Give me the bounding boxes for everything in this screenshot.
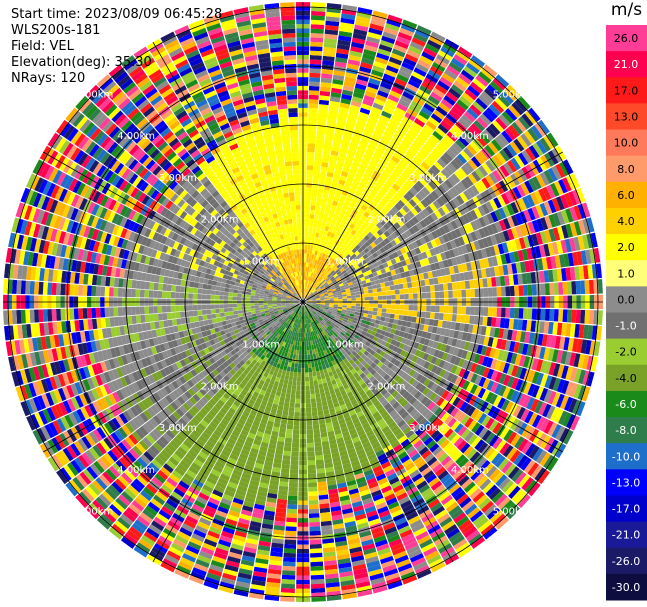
colorbar-tick-label: -8.0 bbox=[615, 424, 636, 437]
colorbar-swatch bbox=[606, 443, 647, 470]
range-ring-label: 2.00km bbox=[201, 381, 239, 392]
nrays-text: NRays: 120 bbox=[11, 71, 86, 86]
colorbar-tick-label: -21.0 bbox=[612, 529, 640, 542]
colorbar-tick-label: -10.0 bbox=[612, 450, 640, 463]
range-ring-label: 2.00km bbox=[201, 215, 239, 226]
range-ring-label: 3.00km bbox=[409, 423, 447, 434]
colorbar-swatch bbox=[606, 390, 647, 418]
colorbar-tick-label: 13.0 bbox=[614, 110, 639, 123]
colorbar-swatch bbox=[606, 77, 647, 104]
range-ring-label: 4.00km bbox=[451, 465, 489, 476]
colorbar-swatch bbox=[606, 25, 647, 52]
instrument-text: WLS200s-181 bbox=[11, 23, 101, 38]
range-ring-label: 5.00km bbox=[75, 507, 113, 518]
colorbar-swatch bbox=[606, 495, 647, 523]
range-ring-label: 1.00km bbox=[242, 340, 280, 351]
colorbar-tick-label: -30.0 bbox=[612, 581, 640, 594]
range-ring-label: 3.00km bbox=[159, 173, 197, 184]
range-ring-label: 2.00km bbox=[368, 381, 406, 392]
range-ring-label: 1.00km bbox=[242, 256, 280, 267]
colorbar-swatch bbox=[606, 312, 647, 340]
colorbar-swatch bbox=[606, 286, 647, 313]
colorbar-tick-label: 21.0 bbox=[614, 58, 639, 71]
colorbar-swatch bbox=[606, 181, 647, 209]
colorbar-swatch bbox=[606, 417, 647, 444]
colorbar-tick-label: -6.0 bbox=[615, 398, 636, 411]
range-ring-label: 4.00km bbox=[117, 465, 155, 476]
colorbar-swatch bbox=[606, 51, 647, 78]
range-ring-label: 5.00km bbox=[493, 89, 531, 100]
colorbar-tick-label: 1.0 bbox=[617, 267, 635, 280]
colorbar-tick-label: 0.0 bbox=[617, 293, 635, 306]
colorbar-swatch bbox=[606, 573, 647, 601]
colorbar-unit: m/s bbox=[610, 0, 643, 20]
range-ring-label: 1.00km bbox=[326, 340, 364, 351]
colorbar-swatch bbox=[606, 547, 647, 575]
colorbar-swatch bbox=[606, 129, 647, 157]
colorbar-tick-label: 8.0 bbox=[617, 163, 635, 176]
range-ring-label: 1.00km bbox=[326, 256, 364, 267]
colorbar-swatch bbox=[606, 469, 647, 496]
colorbar-tick-label: 17.0 bbox=[614, 84, 639, 97]
colorbar-tick-label: 10.0 bbox=[614, 137, 639, 150]
colorbar-tick-label: 26.0 bbox=[614, 32, 639, 45]
colorbar-tick-label: 6.0 bbox=[617, 189, 635, 202]
colorbar-swatch bbox=[606, 521, 647, 549]
colorbar-swatch bbox=[606, 234, 647, 261]
colorbar-swatch bbox=[606, 260, 647, 287]
colorbar-tick-label: 4.0 bbox=[617, 215, 635, 228]
colorbar-swatch bbox=[606, 207, 647, 235]
range-ring-label: 3.00km bbox=[409, 173, 447, 184]
start-time-text: Start time: 2023/08/09 06:45:28 bbox=[11, 7, 223, 22]
range-ring-label: 4.00km bbox=[451, 131, 489, 142]
colorbar-swatch bbox=[606, 338, 647, 366]
colorbar-tick-label: -17.0 bbox=[612, 503, 640, 516]
colorbar-tick-label: -1.0 bbox=[615, 320, 636, 333]
range-ring-label: 3.00km bbox=[159, 423, 197, 434]
ppi-plot: 1.00km 2.00km 3.00km 4.00km 5.00km 1.00km 2.00… bbox=[3, 2, 603, 602]
colorbar-tick-label: -26.0 bbox=[612, 555, 640, 568]
colorbar-swatch bbox=[606, 103, 647, 131]
colorbar-tick-label: -4.0 bbox=[615, 372, 636, 385]
colorbar: 26.0 21.0 17.0 13.0 10.0 8.0 6.0 4.0 2.0 1.0 0.0 -1… bbox=[606, 25, 647, 601]
colorbar-tick-label: -13.0 bbox=[612, 476, 640, 489]
range-ring-label: 4.00km bbox=[117, 131, 155, 142]
field-text: Field: VEL bbox=[11, 39, 74, 54]
range-ring-label: 2.00km bbox=[368, 215, 406, 226]
colorbar-tick-label: -2.0 bbox=[615, 346, 636, 359]
colorbar-tick-label: 2.0 bbox=[617, 241, 635, 254]
range-ring-label: 5.00km bbox=[75, 89, 113, 100]
range-ring-label: 5.00km bbox=[493, 507, 531, 518]
colorbar-swatch bbox=[606, 364, 647, 392]
colorbar-swatch bbox=[606, 155, 647, 183]
elevation-text: Elevation(deg): 35.30 bbox=[11, 55, 152, 70]
